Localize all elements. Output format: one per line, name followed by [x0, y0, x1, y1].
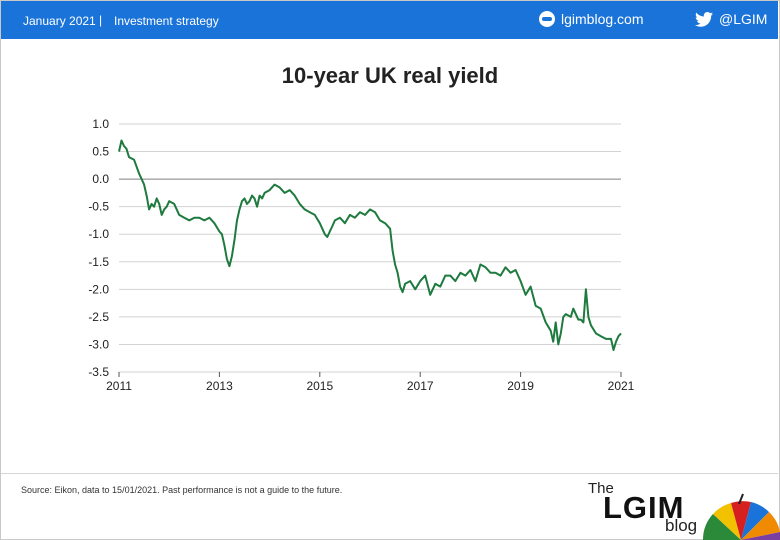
x-tick-label: 2021: [608, 379, 635, 393]
logo-main-text: LGIM: [603, 490, 685, 525]
header-separator: |: [99, 13, 103, 27]
chart-title: 10-year UK real yield: [281, 63, 499, 88]
y-tick-label: -3.5: [88, 365, 109, 379]
y-tick-label: 0.0: [92, 172, 109, 186]
y-tick-label: 1.0: [92, 117, 109, 131]
y-tick-label: -1.5: [88, 255, 109, 269]
footer-divider: [1, 473, 778, 474]
x-tick-label: 2013: [206, 379, 233, 393]
y-tick-label: -2.5: [88, 310, 109, 324]
logo-blog-text: blog: [665, 516, 698, 535]
source-note: Source: Eikon, data to 15/01/2021. Past …: [21, 485, 343, 495]
header-date: January 2021: [23, 14, 96, 28]
line-chart: 1.00.50.0-0.5-1.0-1.5-2.0-2.5-3.0-3.5201…: [88, 117, 635, 393]
x-tick-label: 2017: [407, 379, 434, 393]
twitter-link[interactable]: @LGIM: [695, 11, 767, 27]
x-tick-label: 2011: [106, 379, 132, 393]
umbrella-icon: [703, 493, 780, 540]
site-link[interactable]: lgimblog.com: [539, 11, 643, 27]
y-tick-label: 0.5: [92, 145, 109, 159]
y-tick-label: -3.0: [88, 337, 109, 351]
x-tick-label: 2015: [306, 379, 333, 393]
y-tick-label: -1.0: [88, 227, 109, 241]
x-tick-label: 2019: [507, 379, 534, 393]
lgim-blog-logo: The LGIM blog: [585, 478, 780, 540]
y-tick-label: -2.0: [88, 282, 109, 296]
globe-icon: [539, 11, 555, 27]
y-tick-label: -0.5: [88, 200, 109, 214]
twitter-link-label: @LGIM: [719, 11, 768, 27]
series-line-0: [118, 139, 622, 351]
header-bar: January 2021 | Investment strategy lgimb…: [1, 1, 778, 39]
site-link-label: lgimblog.com: [561, 11, 644, 27]
logo-the-text: The: [588, 480, 614, 497]
header-category: Investment strategy: [114, 14, 219, 28]
twitter-bird-icon: [695, 11, 713, 27]
